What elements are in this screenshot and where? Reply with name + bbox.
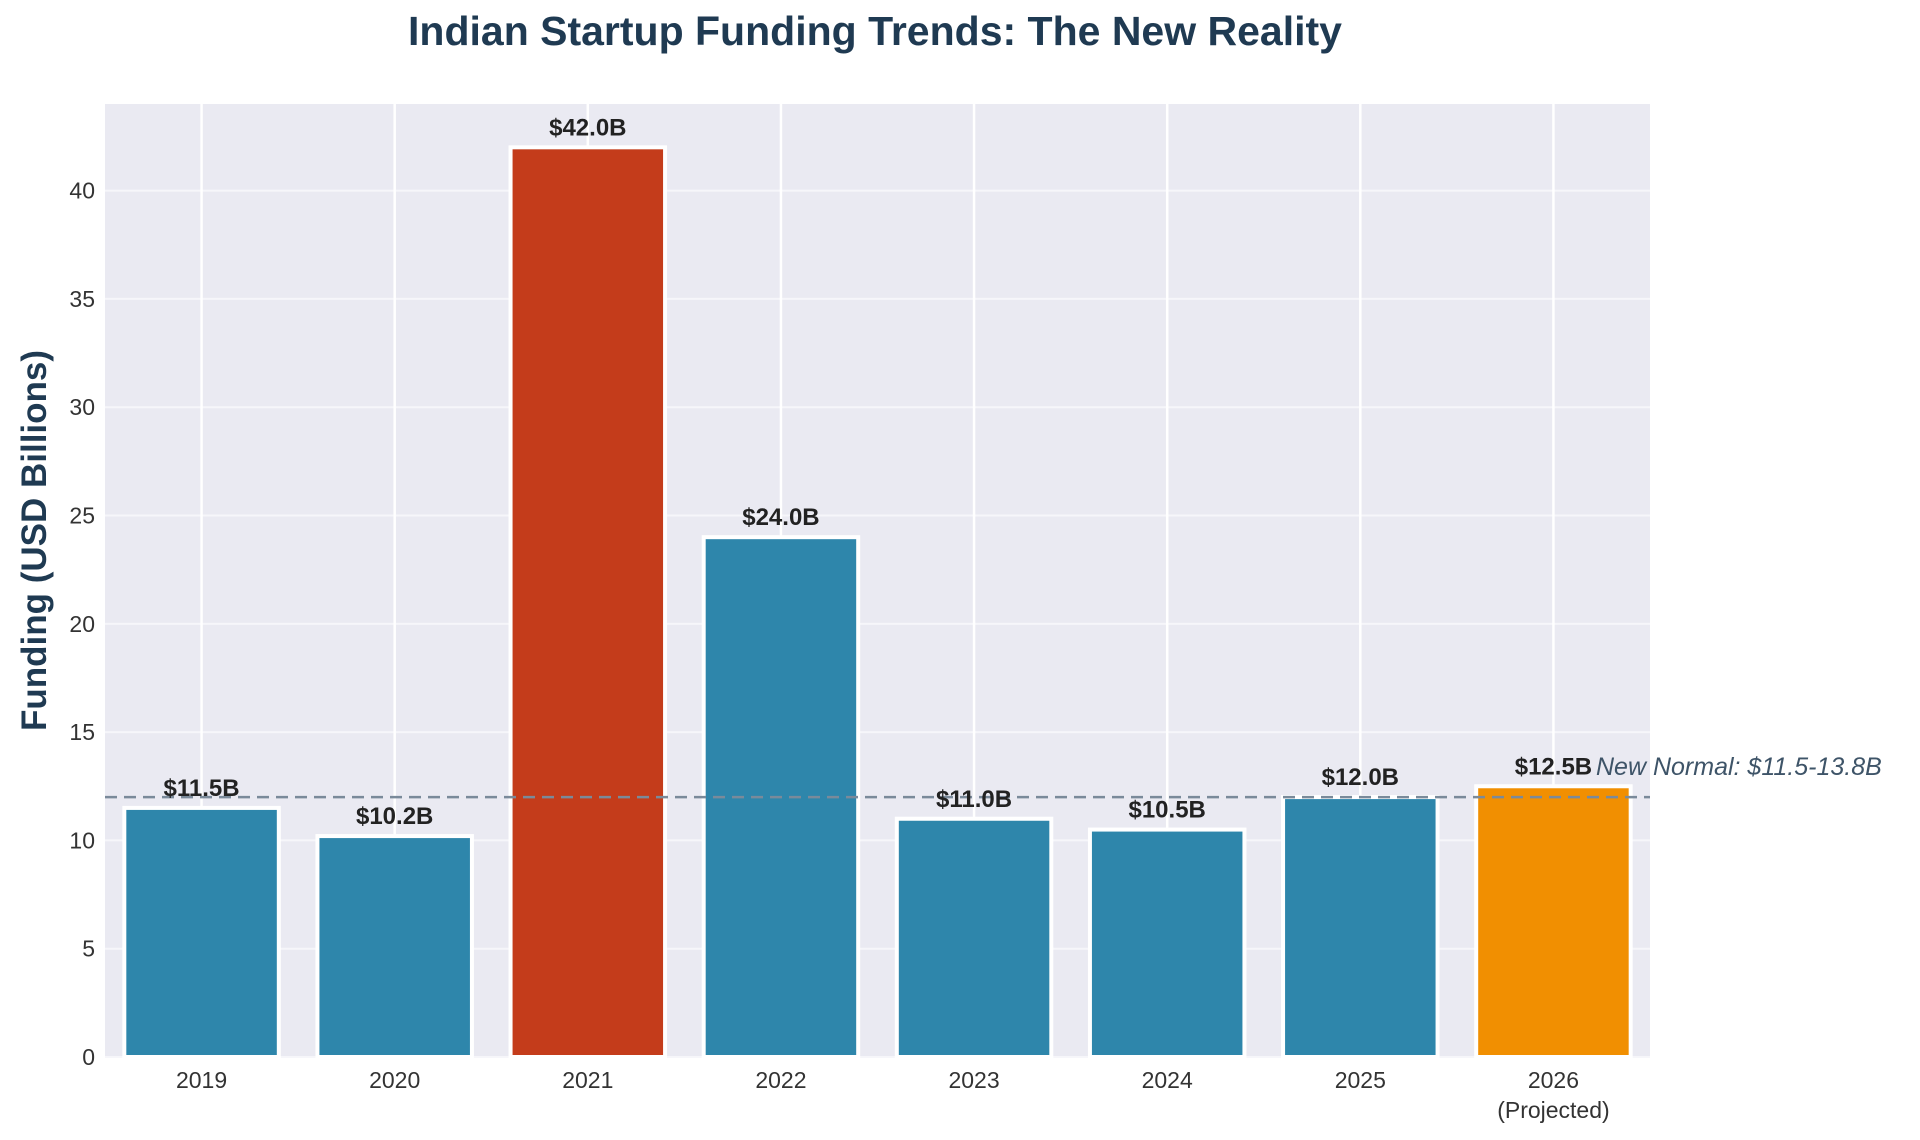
x-tick-label: 2021 xyxy=(562,1067,613,1093)
bars xyxy=(122,145,1633,1060)
reference-line-group: New Normal: $11.5-13.8B xyxy=(105,753,1882,799)
y-tick-label: 0 xyxy=(82,1044,95,1070)
x-tick-label: 2024 xyxy=(1142,1067,1193,1093)
bar xyxy=(122,805,281,1060)
x-axis-ticks: 2019 2020 2021 2022 2023 2024 2025 2026 (Project… xyxy=(176,1067,1610,1123)
y-tick-label: 20 xyxy=(69,611,95,637)
bar-value-label: $24.0B xyxy=(742,504,819,531)
bar-value-label: $10.5B xyxy=(1128,797,1205,824)
y-axis-title: Funding (USD Billions) xyxy=(15,350,54,731)
chart-title: Indian Startup Funding Trends: The New R… xyxy=(408,8,1342,54)
bar-value-label: $42.0B xyxy=(549,114,626,141)
x-tick-label: 2019 xyxy=(176,1067,227,1093)
x-tick-label: 2026 (Projected) xyxy=(1497,1067,1609,1123)
bar xyxy=(1087,827,1247,1059)
bar xyxy=(1281,795,1440,1059)
bar-value-label: $11.0B xyxy=(936,786,1012,813)
x-tick-label: 2020 xyxy=(369,1067,420,1093)
bar xyxy=(315,834,474,1059)
bar-value-label: $11.5B xyxy=(164,775,240,802)
bar-value-label: $12.0B xyxy=(1322,764,1399,791)
y-tick-label: 10 xyxy=(69,827,95,853)
x-tick-label: 2023 xyxy=(948,1067,999,1093)
bar xyxy=(508,145,668,1059)
y-tick-label: 15 xyxy=(69,719,95,745)
bar-value-label: $12.5B xyxy=(1515,753,1592,780)
bar xyxy=(1474,784,1633,1059)
reference-line-label: New Normal: $11.5-13.8B xyxy=(1596,753,1882,781)
y-tick-label: 5 xyxy=(82,936,95,962)
y-axis-ticks: 0 5 10 15 20 25 30 35 40 xyxy=(69,178,95,1070)
bar-value-labels: $11.5B $10.2B $42.0B $24.0B $11.0B $10.5B $12.… xyxy=(164,114,1593,830)
y-tick-label: 35 xyxy=(69,286,95,312)
x-tick-label: 2025 xyxy=(1335,1067,1386,1093)
bar-value-label: $10.2B xyxy=(356,803,433,830)
y-tick-label: 30 xyxy=(69,394,95,420)
y-tick-label: 25 xyxy=(69,503,95,529)
y-tick-label: 40 xyxy=(69,178,95,204)
x-tick-label: 2022 xyxy=(755,1067,806,1093)
bar xyxy=(894,816,1054,1059)
